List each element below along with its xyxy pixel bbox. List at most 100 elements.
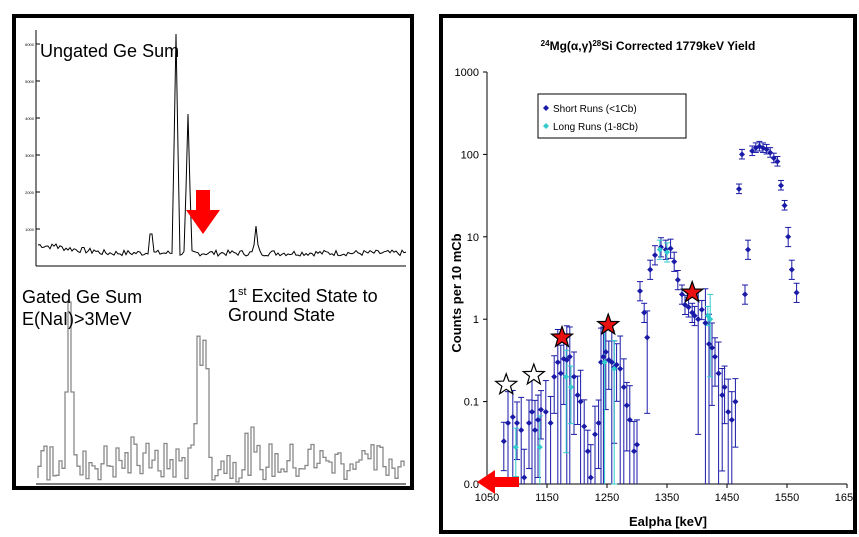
excited-state-text: Excited State to xyxy=(246,286,378,306)
short-run-point xyxy=(685,304,692,311)
short-run-point xyxy=(571,373,577,380)
long-run-point xyxy=(664,249,670,256)
short-run-point xyxy=(671,258,678,265)
x-tick-label: 1250 xyxy=(595,492,619,504)
short-run-point xyxy=(620,384,627,391)
short-run-point xyxy=(719,392,726,399)
short-run-point xyxy=(608,359,615,366)
title-part: 28 xyxy=(592,39,601,48)
long-run-point xyxy=(568,384,574,391)
short-run-point xyxy=(756,143,763,150)
x-tick-label: 1650 xyxy=(835,492,853,504)
top-y-tick-label: 3000 xyxy=(25,153,35,158)
short-run-point xyxy=(637,287,643,294)
short-run-point xyxy=(709,344,715,351)
title-part: Si Corrected 1779keV Yield xyxy=(601,39,755,53)
short-run-point xyxy=(739,151,745,158)
nai-energy-cut-label: E(NaI)>3MeV xyxy=(22,309,132,329)
short-run-point xyxy=(770,155,777,162)
chart-title: 24Mg(α,γ)28Si Corrected 1779keV Yield xyxy=(541,39,756,54)
short-run-point xyxy=(634,441,640,448)
short-run-point xyxy=(598,359,604,366)
open-star-icon xyxy=(494,372,519,396)
short-run-point xyxy=(691,312,698,319)
chart-legend: Short Runs (<1Cb) Long Runs (1-8Cb) xyxy=(537,93,687,139)
long-run-point xyxy=(611,365,618,372)
short-run-point xyxy=(587,474,594,481)
short-run-point xyxy=(529,408,535,415)
short-run-point xyxy=(712,353,718,360)
short-run-point xyxy=(518,427,525,434)
short-run-point xyxy=(613,361,620,368)
short-run-point xyxy=(600,353,607,360)
x-tick-label: 1350 xyxy=(655,492,679,504)
short-run-point xyxy=(742,291,748,298)
ungated-ge-sum-label: Ungated Ge Sum xyxy=(40,41,180,61)
y-tick-label: 10 xyxy=(467,232,479,244)
x-axis-ticks: 1050 1150 1250 1350 1450 1550 1650 xyxy=(475,484,853,504)
legend-box xyxy=(537,93,687,139)
short-run-point xyxy=(521,474,528,481)
top-y-tick-label: 2000 xyxy=(25,190,35,195)
legend-marker xyxy=(543,123,549,129)
short-run-point xyxy=(626,416,633,423)
y-tick-label: 1000 xyxy=(455,67,479,79)
short-run-point xyxy=(763,146,770,153)
short-run-point xyxy=(667,245,674,252)
short-run-point xyxy=(725,408,732,415)
resonance-stars xyxy=(494,279,705,396)
short-run-point xyxy=(547,419,554,426)
y-tick-label: 0.0 xyxy=(464,479,479,491)
ungated-spectrum-line xyxy=(37,33,407,257)
short-run-point xyxy=(781,202,788,209)
short-run-point xyxy=(514,419,520,426)
x-tick-label: 1450 xyxy=(715,492,739,504)
error-bars xyxy=(500,140,800,485)
data-points xyxy=(500,143,800,481)
short-run-point xyxy=(788,266,795,273)
red-arrow-down-icon xyxy=(186,190,220,234)
legend-marker xyxy=(543,105,549,111)
long-run-point xyxy=(601,359,608,366)
x-tick-label: 1050 xyxy=(475,492,499,504)
yield-chart: 24Mg(α,γ)28Si Corrected 1779keV Yield 0.… xyxy=(449,39,853,530)
short-run-point xyxy=(682,301,688,308)
short-run-point xyxy=(698,306,705,313)
y-tick-label: 1 xyxy=(473,314,479,326)
long-run-point xyxy=(563,373,570,380)
short-run-point xyxy=(595,419,602,426)
y-axis-ticks: 0.0 0.1 1 10 100 1000 xyxy=(455,67,487,491)
long-run-point xyxy=(656,246,663,253)
gated-ge-sum-label: Gated Ge Sum xyxy=(22,287,143,307)
short-run-point xyxy=(732,398,739,405)
short-run-point xyxy=(566,353,573,360)
short-run-point xyxy=(652,252,658,259)
x-axis-label: Ealpha [keV] xyxy=(629,514,707,529)
top-y-tick-label: 6000 xyxy=(25,42,35,47)
red-arrow-left-icon xyxy=(477,470,519,494)
short-run-point xyxy=(745,246,751,253)
short-run-point xyxy=(574,392,581,399)
short-run-point xyxy=(695,316,702,323)
short-run-point xyxy=(702,319,709,326)
red-star-icon xyxy=(680,279,705,303)
ground-state-label: Ground State xyxy=(228,305,336,325)
short-run-point xyxy=(679,291,685,298)
red-star-icon xyxy=(549,324,575,348)
x-tick-label: 1550 xyxy=(775,492,799,504)
short-run-point xyxy=(563,356,570,363)
short-run-point xyxy=(644,334,651,341)
short-run-point xyxy=(557,370,564,377)
short-run-point xyxy=(706,341,712,348)
yield-chart-panel: 24Mg(α,γ)28Si Corrected 1779keV Yield 0.… xyxy=(439,14,857,534)
short-run-point xyxy=(728,416,735,423)
gated-spectrum-line xyxy=(37,301,405,483)
open-star-icon xyxy=(521,362,546,386)
short-run-point xyxy=(674,276,681,283)
short-run-point xyxy=(641,309,648,316)
y-axis-label: Counts per 10 mCb xyxy=(449,233,464,352)
top-spectrum-y-ticks: 6000 5000 4000 3000 2000 1000 xyxy=(25,42,40,232)
title-part: ) xyxy=(588,39,592,53)
short-run-point xyxy=(505,419,511,426)
short-run-point xyxy=(715,370,722,377)
